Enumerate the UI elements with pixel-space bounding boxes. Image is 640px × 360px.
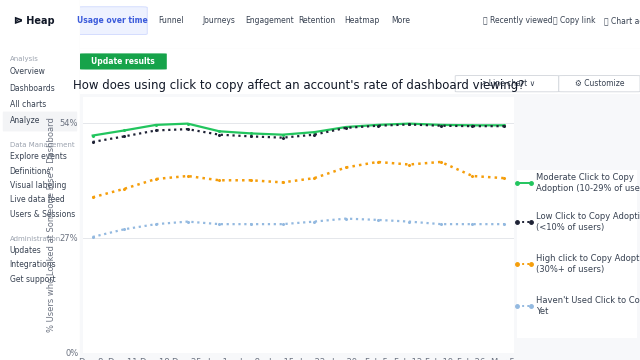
Text: Administration: Administration — [10, 236, 61, 242]
Text: Funnel: Funnel — [159, 16, 184, 25]
Text: Low Click to Copy Adoption
(<10% of users): Low Click to Copy Adoption (<10% of user… — [536, 212, 640, 232]
FancyBboxPatch shape — [77, 7, 147, 35]
Text: Engagement: Engagement — [245, 16, 294, 25]
Text: Update results: Update results — [92, 57, 155, 66]
Text: ↗ Line chart ∨: ↗ Line chart ∨ — [479, 79, 535, 88]
Text: Users & Sessions: Users & Sessions — [10, 210, 75, 219]
Text: Overview: Overview — [10, 68, 45, 77]
Text: Heatmap: Heatmap — [344, 16, 380, 25]
Text: Usage over time: Usage over time — [77, 16, 148, 25]
Title: How does using click to copy affect an account's rate of dashboard viewing?: How does using click to copy affect an a… — [73, 79, 524, 92]
Text: Data Management: Data Management — [10, 142, 74, 148]
Text: High click to Copy Adoption
(30%+ of users): High click to Copy Adoption (30%+ of use… — [536, 254, 640, 274]
Text: Journeys: Journeys — [202, 16, 236, 25]
Y-axis label: % Users who Looked at Someone Else's Dashboard: % Users who Looked at Someone Else's Das… — [47, 118, 56, 332]
Text: ⏱ Recently viewed: ⏱ Recently viewed — [483, 16, 553, 25]
Text: Dashboards: Dashboards — [10, 84, 55, 93]
Text: 🔗 Copy link: 🔗 Copy link — [553, 16, 596, 25]
Text: Analysis: Analysis — [10, 56, 38, 62]
Text: Definitions: Definitions — [10, 166, 51, 175]
Text: All charts: All charts — [10, 100, 46, 109]
Text: Analyze: Analyze — [10, 116, 40, 125]
FancyBboxPatch shape — [3, 112, 77, 131]
Text: Get support: Get support — [10, 274, 55, 284]
Text: ⚙ Customize: ⚙ Customize — [575, 79, 625, 88]
Text: Retention: Retention — [298, 16, 335, 25]
Text: Haven't Used Click to Copy
Yet: Haven't Used Click to Copy Yet — [536, 296, 640, 316]
Text: Live data feed: Live data feed — [10, 195, 65, 204]
Text: 📊 Chart actions ∨: 📊 Chart actions ∨ — [604, 16, 640, 25]
FancyBboxPatch shape — [559, 76, 640, 92]
Text: ᐉ Heap: ᐉ Heap — [14, 16, 55, 26]
Text: Updates: Updates — [10, 246, 42, 255]
Text: Explore events: Explore events — [10, 152, 67, 161]
Text: More: More — [392, 16, 410, 25]
FancyBboxPatch shape — [455, 76, 559, 92]
Text: Integrations: Integrations — [10, 260, 56, 269]
FancyBboxPatch shape — [80, 53, 167, 69]
Text: Moderate Click to Copy
Adoption (10-29% of users): Moderate Click to Copy Adoption (10-29% … — [536, 174, 640, 193]
Text: Visual labeling: Visual labeling — [10, 181, 66, 190]
